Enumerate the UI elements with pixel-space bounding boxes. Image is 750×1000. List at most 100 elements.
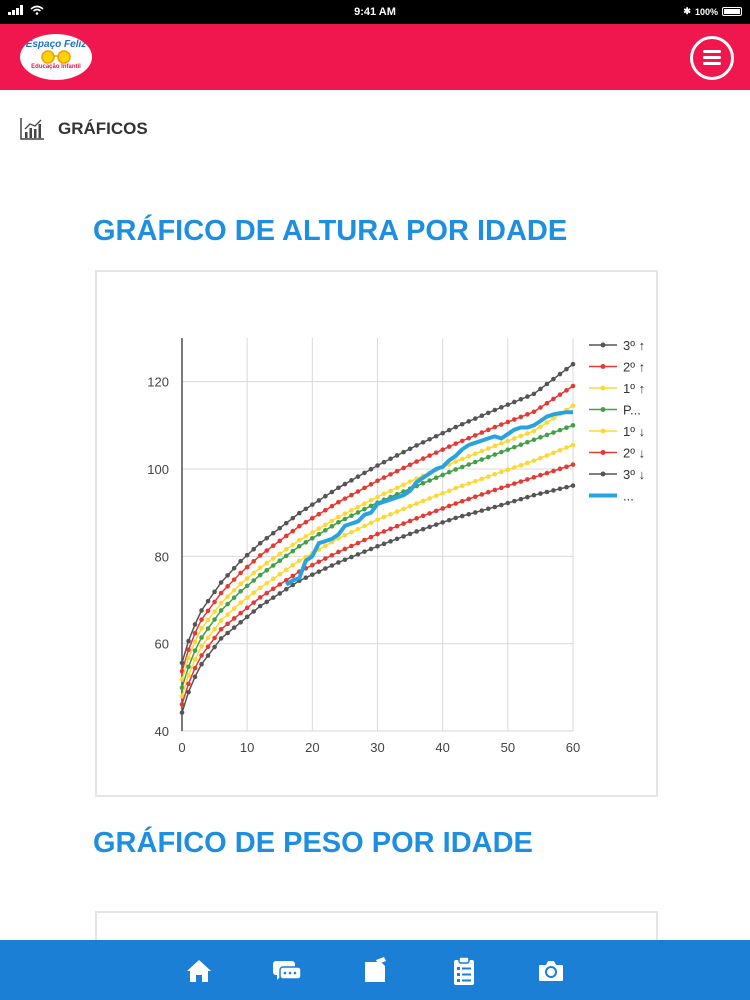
data-point [283,533,289,539]
data-point [277,591,283,596]
data-point [440,491,445,496]
data-point [336,514,341,520]
data-point [551,488,556,493]
data-point [388,511,393,517]
data-point [453,485,459,491]
data-point [257,553,263,558]
data-point [179,685,185,691]
tab-home[interactable] [183,955,215,987]
tab-messages[interactable] [271,955,303,987]
data-point [186,689,191,695]
data-point [564,425,569,431]
data-point [231,606,237,611]
data-point [238,610,243,616]
app-logo[interactable]: Espaço Feliz Educação Infantil [20,34,92,80]
data-point [479,448,485,454]
data-point [499,422,504,427]
data-point [446,488,452,494]
legend-marker [600,471,606,477]
data-point [531,391,537,397]
legend-label: 3º ↓ [623,467,645,482]
data-point [349,492,354,498]
tab-camera[interactable] [535,955,567,987]
legend-label: 2º ↓ [623,446,645,461]
data-point [355,552,361,557]
data-point [557,427,563,433]
bar-chart-icon [20,118,44,140]
data-point [362,501,367,506]
data-point [570,483,576,488]
data-point [570,423,576,428]
data-point [290,562,296,568]
legend-label: ... [623,489,634,504]
data-point [492,487,498,493]
data-point [394,523,400,529]
data-point [551,416,556,421]
data-point [329,489,335,495]
data-point [499,469,504,475]
data-point [420,456,426,461]
data-point [329,503,335,509]
y-tick-label: 100 [147,462,169,477]
x-tick-label: 10 [240,740,254,755]
data-point [466,462,472,467]
data-point [518,414,524,420]
data-point [427,524,432,530]
data-point [433,475,439,481]
data-point [368,466,374,472]
data-point [544,432,550,438]
data-point [414,516,419,521]
data-point [238,581,243,587]
legend-marker [600,428,606,434]
data-point [433,493,439,499]
data-point [179,702,185,707]
data-point [277,582,283,587]
data-point [544,400,550,406]
data-point [251,600,256,605]
data-point [427,511,432,516]
data-point [551,396,556,402]
data-point [310,572,315,577]
data-point [485,506,491,512]
data-point [355,504,361,510]
data-point [297,537,302,543]
data-point [212,626,217,632]
data-point [538,386,543,392]
data-point [342,546,348,552]
data-point [205,626,211,631]
tab-notes[interactable] [359,955,391,987]
data-point [394,509,400,514]
battery-icon [722,7,742,16]
data-point [192,657,198,662]
data-point [414,529,419,534]
data-point [466,454,472,459]
data-point [453,459,459,464]
data-point [342,533,348,538]
hamburger-menu-icon[interactable] [690,36,734,80]
data-point [453,467,459,472]
data-point [329,518,335,524]
data-point [316,498,322,503]
data-point [316,559,322,565]
data-point [505,467,511,473]
data-point [205,644,211,650]
data-point [349,513,354,519]
data-point [336,519,341,525]
tab-checklist[interactable] [448,955,480,987]
data-point [238,570,243,576]
data-point [244,576,250,581]
data-point [440,447,445,452]
legend-label: 3º ↑ [623,338,645,353]
data-point [297,523,302,529]
data-point [199,653,204,658]
height-by-age-chart: 0 10 20 30 40 50 60 40 60 80 100 120 3º ↑ 2º ↑ 1º ↑ P..… [147,338,645,755]
data-point [251,570,256,576]
data-point [551,450,556,456]
data-point [310,515,315,521]
data-point [525,439,530,445]
data-point [323,522,328,528]
data-point [485,446,491,451]
data-point [512,498,517,504]
data-point [225,612,230,617]
data-point [297,558,302,563]
